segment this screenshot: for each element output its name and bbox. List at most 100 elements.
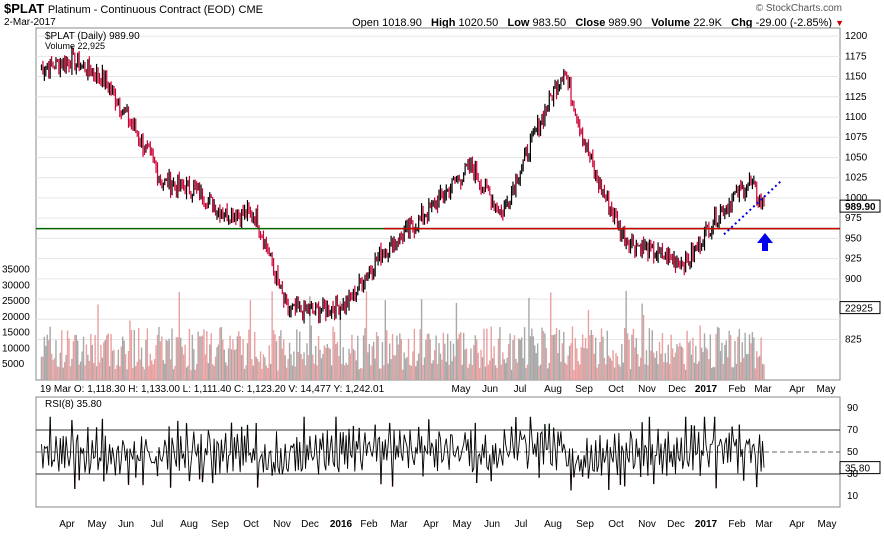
- rsi-x-label: Aug: [180, 519, 198, 530]
- volume-bar: [191, 334, 194, 380]
- volume-bar: [274, 334, 276, 380]
- volume-bar: [319, 349, 321, 380]
- price-tick-label: 1075: [845, 132, 868, 143]
- volume-bar: [711, 367, 713, 380]
- volume-bar: [56, 366, 59, 380]
- volume-bar: [684, 369, 687, 380]
- volume-bar: [468, 363, 471, 380]
- volume-bar: [258, 361, 260, 380]
- volume-bar: [593, 353, 595, 380]
- volume-bar: [541, 327, 543, 380]
- volume-bar: [554, 334, 556, 380]
- volume-bar: [210, 333, 212, 380]
- volume-bar: [222, 339, 224, 380]
- rsi-x-label: Jul: [515, 519, 528, 530]
- volume-bar: [139, 359, 141, 380]
- rsi-x-label: Dec: [301, 519, 319, 530]
- volume-bar: [422, 364, 424, 380]
- volume-bar: [748, 334, 751, 380]
- volume-bar: [299, 331, 301, 380]
- volume-bar: [594, 337, 597, 380]
- volume-bar: [693, 362, 696, 380]
- volume-tick-label: 25000: [2, 296, 30, 307]
- volume-bar: [177, 337, 179, 380]
- volume-bar: [473, 345, 475, 380]
- volume-bar: [225, 362, 227, 380]
- volume-bar: [486, 328, 488, 380]
- volume-bar: [283, 339, 285, 380]
- volume-bar: [90, 334, 92, 380]
- volume-bar: [397, 344, 400, 380]
- volume-bar: [433, 350, 436, 380]
- volume-bar: [326, 344, 328, 380]
- volume-bar: [545, 347, 548, 380]
- volume-bar: [172, 369, 175, 380]
- volume-bar: [72, 341, 75, 380]
- chart-date: 2-Mar-2017: [4, 17, 56, 28]
- volume-bar: [158, 326, 160, 380]
- rsi-x-label: Jun: [118, 519, 134, 530]
- volume-bar: [505, 363, 507, 380]
- volume-bar: [399, 333, 401, 380]
- volume-bar: [367, 352, 369, 380]
- volume-bar: [712, 366, 714, 380]
- volume-bar: [658, 341, 661, 380]
- volume-bar: [632, 328, 635, 380]
- volume-bar: [145, 339, 147, 380]
- volume-bar: [447, 333, 449, 380]
- rsi-x-label: Sep: [211, 519, 229, 530]
- volume-bar: [567, 355, 569, 380]
- volume-bar: [448, 364, 450, 380]
- volume-bars: [40, 290, 765, 380]
- volume-bar: [294, 366, 297, 380]
- volume-bar: [211, 364, 214, 380]
- price-tick-label: 1050: [845, 152, 868, 163]
- volume-bar: [85, 344, 88, 380]
- volume-bar: [140, 347, 143, 380]
- volume-bar: [683, 364, 685, 380]
- volume-bar: [602, 336, 604, 380]
- volume-bar: [87, 354, 89, 380]
- volume-bar: [496, 368, 498, 380]
- trendline-dotted: [723, 179, 783, 236]
- volume-bar: [647, 365, 649, 380]
- chart-title: $PLAT Platinum - Continuous Contract (EO…: [4, 1, 263, 16]
- volume-bar: [725, 340, 727, 380]
- volume-bar: [507, 343, 510, 380]
- volume-bar: [444, 343, 446, 380]
- volume-bar: [59, 352, 62, 380]
- volume-bar: [525, 367, 527, 380]
- volume-bar: [510, 369, 513, 380]
- volume-bar: [445, 361, 447, 380]
- volume-bar: [409, 365, 411, 380]
- price-tick-label: 1125: [845, 92, 867, 103]
- volume-bar: [88, 360, 91, 380]
- volume-bar: [181, 346, 183, 380]
- volume-bar: [403, 352, 405, 380]
- volume-bar: [53, 358, 56, 380]
- price-x-label: Oct: [608, 384, 624, 395]
- volume-bar: [487, 364, 490, 380]
- volume-bar: [741, 342, 743, 380]
- volume-bar: [269, 363, 272, 380]
- volume-bar: [255, 356, 257, 380]
- volume-bar: [98, 362, 101, 380]
- volume-bar: [174, 365, 176, 380]
- volume-bar: [316, 365, 318, 380]
- rsi-x-label: Apr: [789, 519, 805, 530]
- volume-bar: [368, 343, 371, 380]
- volume-bar: [296, 329, 298, 380]
- volume-bar: [82, 336, 85, 380]
- volume-bar: [124, 354, 127, 380]
- volume-bar: [465, 348, 468, 380]
- volume-bar: [310, 325, 313, 380]
- rsi-x-label: Mar: [390, 519, 408, 530]
- volume-bar: [119, 366, 121, 380]
- volume-bar: [50, 353, 53, 380]
- volume-bar: [628, 339, 630, 380]
- volume-bar: [275, 341, 278, 380]
- volume-bar: [664, 353, 667, 380]
- volume-bar: [600, 328, 603, 380]
- price-tick-label: 950: [845, 233, 862, 244]
- volume-bar: [624, 327, 626, 380]
